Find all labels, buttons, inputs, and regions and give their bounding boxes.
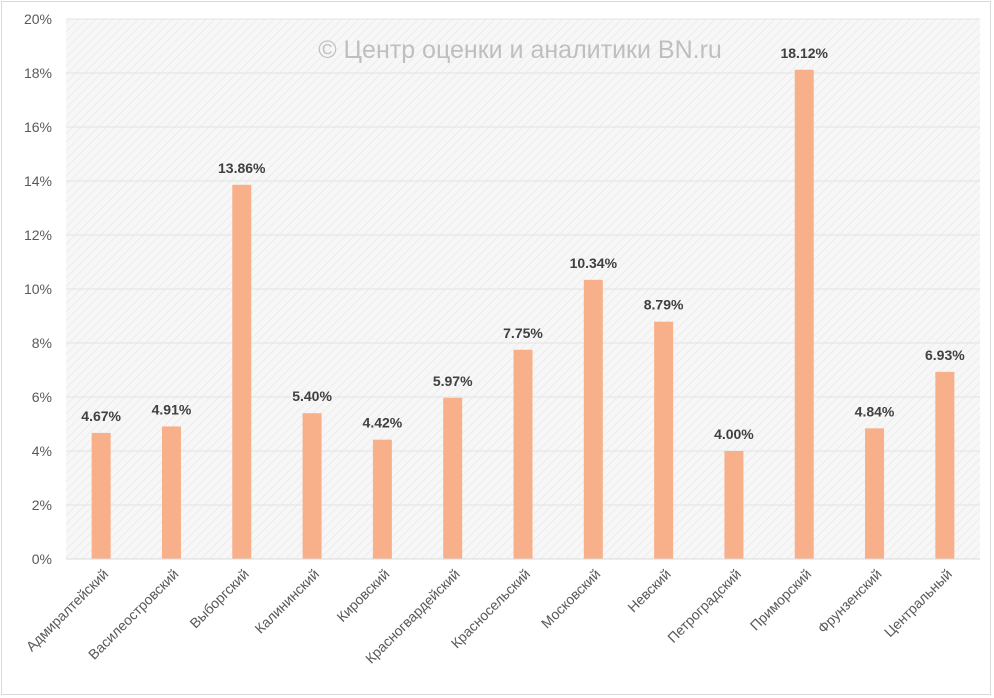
- category-label: Кировский: [333, 566, 392, 625]
- y-tick-label: 20%: [24, 11, 52, 27]
- category-label: Приморский: [747, 566, 815, 634]
- y-tick-label: 12%: [24, 227, 52, 243]
- y-tick-label: 16%: [24, 119, 52, 135]
- y-axis-ticks: 0% 2% 4% 6% 8% 10% 12% 14% 16% 18% 20%: [24, 11, 52, 567]
- bar-11: [794, 69, 814, 559]
- y-tick-label: 2%: [32, 497, 52, 513]
- data-label: 10.34%: [570, 255, 618, 271]
- category-label: Калининский: [251, 566, 322, 637]
- bar-13: [935, 371, 955, 559]
- bar-4: [302, 413, 322, 559]
- category-label: Центральный: [881, 566, 955, 640]
- data-labels: 4.67% 4.91% 13.86% 5.40% 4.42% 5.97% 7.75% 10.3…: [81, 45, 965, 442]
- bar-7: [513, 349, 533, 559]
- data-label: 6.93%: [925, 347, 965, 363]
- bar-10: [724, 451, 744, 559]
- data-label: 4.84%: [855, 403, 895, 419]
- data-label: 4.42%: [363, 415, 403, 431]
- category-label: Московский: [538, 566, 604, 632]
- data-label: 4.00%: [714, 426, 754, 442]
- y-tick-label: 14%: [24, 173, 52, 189]
- category-label: Выборгский: [186, 566, 251, 631]
- data-label: 8.79%: [644, 297, 684, 313]
- category-label: Невский: [624, 566, 673, 615]
- bars: [91, 69, 955, 559]
- data-label: 18.12%: [780, 45, 828, 61]
- y-tick-label: 8%: [32, 335, 52, 351]
- data-label: 4.67%: [81, 408, 121, 424]
- bar-9: [654, 321, 674, 559]
- data-label: 5.40%: [292, 388, 332, 404]
- bar-5: [372, 439, 392, 559]
- bar-8: [583, 279, 603, 559]
- category-label: Фрунзенский: [814, 566, 884, 636]
- bar-1: [91, 432, 111, 559]
- bar-6: [443, 397, 463, 559]
- data-label: 7.75%: [503, 325, 543, 341]
- data-label: 5.97%: [433, 373, 473, 389]
- y-tick-label: 18%: [24, 65, 52, 81]
- watermark: © Центр оценки и аналитики BN.ru: [318, 36, 722, 64]
- data-label: 13.86%: [218, 160, 266, 176]
- y-tick-label: 10%: [24, 281, 52, 297]
- bar-2: [161, 426, 181, 559]
- y-tick-label: 4%: [32, 443, 52, 459]
- bar-12: [865, 428, 885, 559]
- data-label: 4.91%: [152, 401, 192, 417]
- bar-3: [232, 184, 252, 559]
- y-tick-label: 6%: [32, 389, 52, 405]
- category-label: Петроградский: [664, 566, 744, 646]
- y-tick-label: 0%: [32, 551, 52, 567]
